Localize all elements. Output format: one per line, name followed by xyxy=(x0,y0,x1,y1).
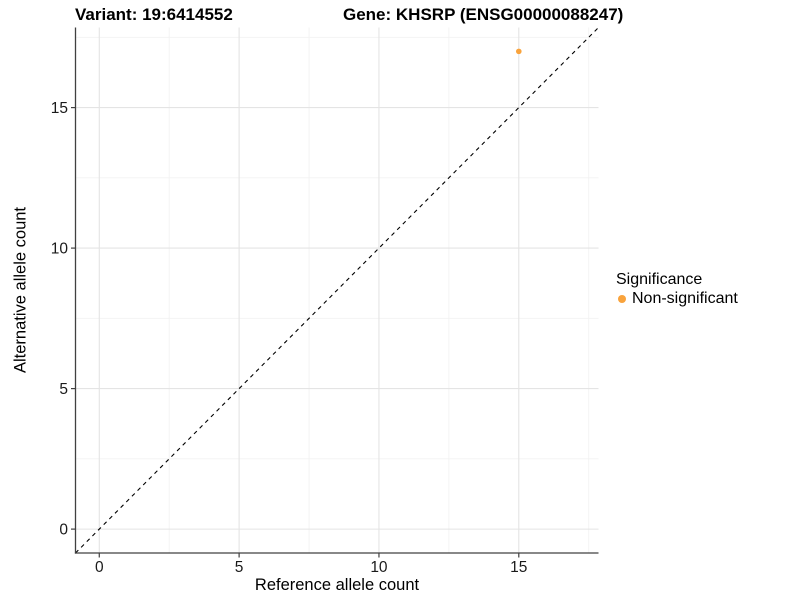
y-tick-label: 10 xyxy=(51,241,69,258)
axis-tick-labels: 0 5 10 15 0 5 10 15 xyxy=(51,100,528,576)
identity-line xyxy=(75,27,599,554)
data-points xyxy=(515,48,522,55)
legend: Significance Non-significant xyxy=(616,270,738,308)
x-tick-label: 10 xyxy=(370,559,388,576)
grid-major xyxy=(75,27,599,553)
axis-ticks xyxy=(71,106,520,558)
y-tick-label: 0 xyxy=(59,522,68,539)
y-axis-title: Alternative allele count xyxy=(11,206,30,374)
grid-minor xyxy=(75,27,599,553)
y-tick-label: 5 xyxy=(59,381,68,398)
x-tick-label: 0 xyxy=(95,559,104,576)
x-axis-title: Reference allele count xyxy=(254,576,420,594)
legend-item-non-significant: Non-significant xyxy=(616,289,738,308)
gene-title: Gene: KHSRP (ENSG00000088247) xyxy=(343,5,624,24)
legend-title: Significance xyxy=(616,271,703,288)
x-tick-label: 5 xyxy=(235,559,244,576)
legend-point-swatch xyxy=(618,294,626,303)
y-tick-label: 15 xyxy=(51,100,68,117)
legend-item-label: Non-significant xyxy=(632,290,738,307)
scatter-point xyxy=(515,48,522,55)
axis-lines xyxy=(74,27,599,554)
variant-title: Variant: 19:6414552 xyxy=(75,5,233,24)
x-tick-label: 15 xyxy=(510,559,527,576)
identity-reference-line xyxy=(75,27,599,554)
